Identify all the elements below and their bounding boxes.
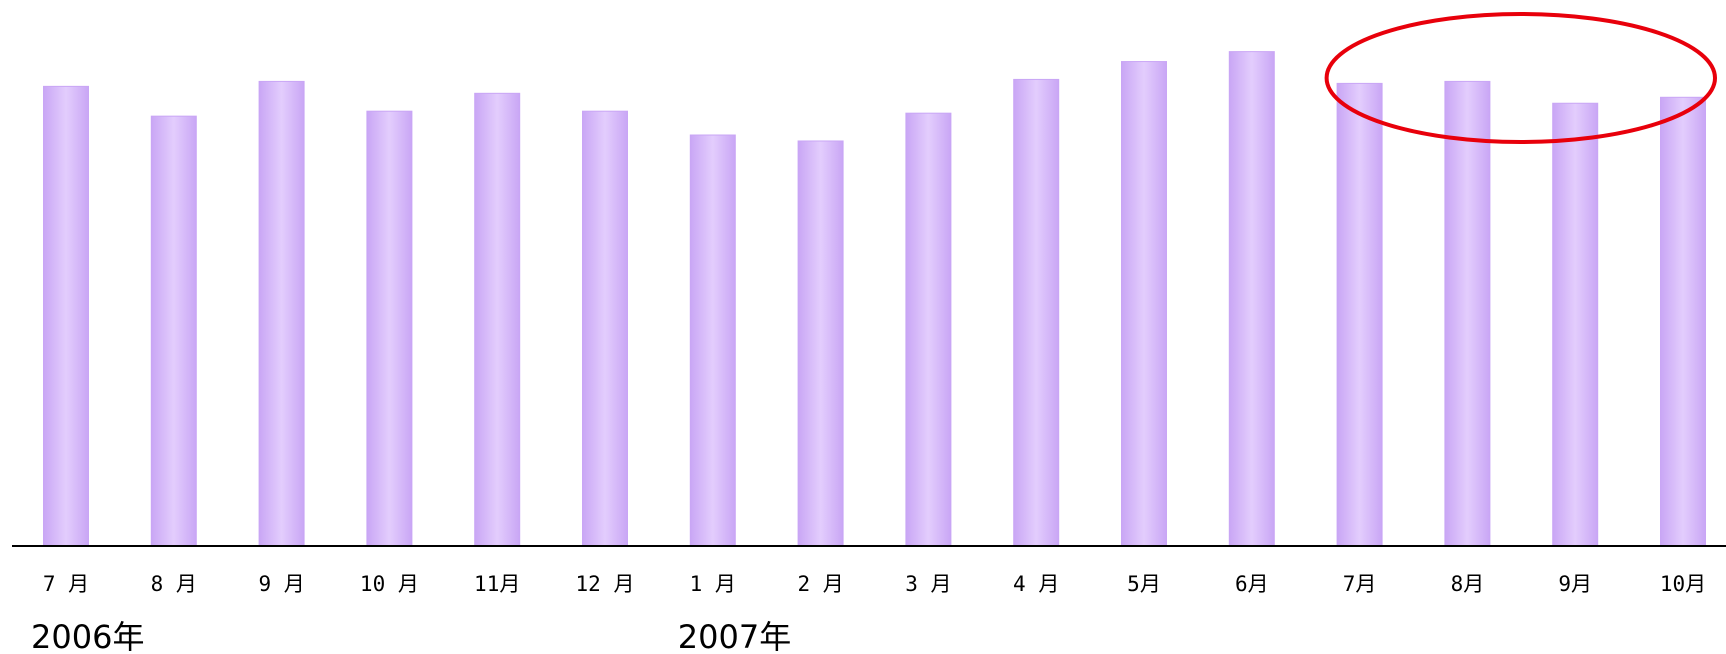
x-tick-label: 12 月 <box>576 572 635 596</box>
bar-7 <box>689 134 736 547</box>
bar-11 <box>1121 61 1167 547</box>
bar-14 <box>1444 80 1491 547</box>
x-tick-label: 2 月 <box>797 572 843 596</box>
bar-15 <box>1552 102 1599 547</box>
x-tick-label: 9月 <box>1558 572 1592 596</box>
x-tick-label: 5月 <box>1127 572 1161 596</box>
x-tick-label: 10 月 <box>360 572 419 596</box>
bar-12 <box>1228 51 1275 547</box>
bar-5 <box>474 92 521 547</box>
bar-9 <box>905 112 952 547</box>
year-label: 2007年 <box>678 618 791 654</box>
x-tick-label: 7 月 <box>43 572 89 596</box>
x-tick-label: 8月 <box>1451 572 1485 596</box>
x-tick-label: 11月 <box>474 572 520 596</box>
year-label: 2006年 <box>31 618 144 654</box>
bar-6 <box>582 110 628 547</box>
bars-layer <box>43 51 1706 547</box>
bar-8 <box>797 140 844 547</box>
bar-3 <box>258 80 305 547</box>
bar-1 <box>43 85 89 547</box>
bar-10 <box>1013 78 1060 547</box>
x-tick-labels: 7 月 8 月 9 月 10 月 11月 12 月 1 月 2 月 3 月 4 月 5月 6月 7月 8月… <box>43 572 1706 596</box>
bar-13 <box>1336 82 1383 547</box>
bar-2 <box>150 115 197 547</box>
bar-16 <box>1660 96 1706 547</box>
x-tick-label: 4 月 <box>1013 572 1059 596</box>
x-tick-label: 6月 <box>1235 572 1269 596</box>
x-tick-label: 7月 <box>1343 572 1377 596</box>
x-tick-label: 9 月 <box>258 572 304 596</box>
x-tick-label: 10月 <box>1660 572 1706 596</box>
highlight-ellipse <box>1324 12 1718 144</box>
bar-4 <box>366 110 413 547</box>
x-tick-label: 8 月 <box>151 572 197 596</box>
x-tick-label: 3 月 <box>905 572 951 596</box>
x-tick-label: 1 月 <box>690 572 736 596</box>
year-labels: 2006年 2007年 <box>31 618 791 654</box>
